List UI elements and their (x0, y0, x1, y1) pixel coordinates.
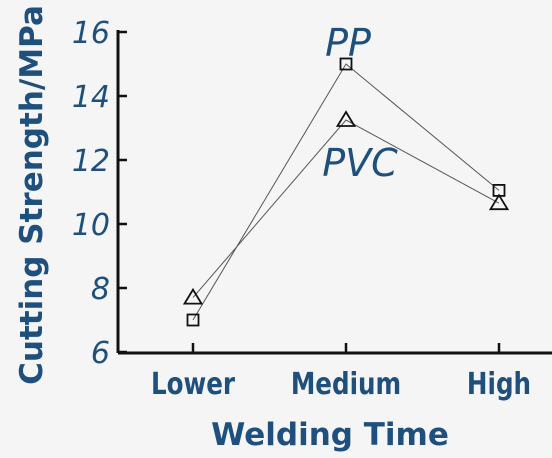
x-ticks: Lower Medium High (151, 343, 531, 402)
data-point-square (186, 313, 200, 327)
y-axis-title: Cutting Strength/MPa (14, 5, 50, 385)
data-point-square (339, 57, 353, 71)
data-point-triangle (335, 110, 357, 127)
y-tick-label: 10 (72, 208, 110, 243)
x-axis-title: Welding Time (211, 417, 449, 453)
series-label-pvc: PVC (322, 141, 398, 185)
y-axis: 6 8 10 12 14 16 (72, 16, 127, 371)
y-tick-label: 12 (72, 144, 110, 179)
y-ticks: 6 8 10 12 14 16 (72, 16, 127, 371)
series-label-pp: PP (325, 21, 371, 65)
y-tick-label: 8 (91, 272, 110, 307)
y-tick-label: 14 (72, 80, 110, 115)
y-tick-label: 6 (91, 336, 110, 371)
x-axis: Lower Medium High (118, 343, 552, 402)
x-tick-label: Lower (151, 368, 236, 402)
series-line-pvc (192, 119, 500, 298)
series-layer (182, 57, 510, 327)
x-tick-label: Medium (291, 368, 401, 402)
data-point-triangle (488, 193, 510, 211)
x-tick-label: High (467, 368, 531, 402)
y-tick-label: 16 (72, 16, 110, 51)
series-line-pp (192, 63, 500, 321)
data-point-triangle (182, 287, 204, 305)
